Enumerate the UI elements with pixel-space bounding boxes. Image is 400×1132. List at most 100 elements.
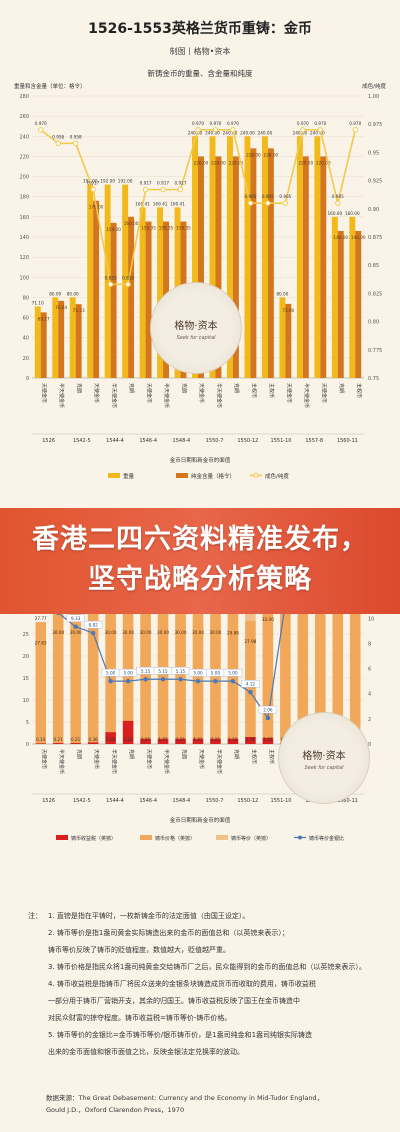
chart1-category-label: 半天使金币 — [215, 383, 222, 408]
chart2-period-label: 1550-12 — [237, 798, 258, 804]
ratio-point — [213, 678, 218, 684]
headline-text: 香港二四六资料精准发布，坚守战略分析策略 — [32, 524, 368, 595]
purity-point — [195, 127, 201, 133]
chart2-legend-swatch — [56, 835, 68, 840]
chart2-category-label: 天使金币 — [146, 749, 153, 769]
gold-value-label: 155.35 — [176, 226, 191, 231]
gold-content-bar — [337, 230, 344, 378]
purity-point — [38, 127, 44, 133]
chart2-legend-swatch — [216, 835, 228, 840]
seigniorage-bar — [227, 738, 239, 744]
ratio-value-label: 8.82 — [88, 623, 98, 628]
purity-point — [317, 127, 324, 133]
chart1-category-label: 半天使金币 — [163, 383, 170, 408]
seigniorage-value-label: 5.25 — [123, 737, 133, 742]
chart1-ytick-right: 0.925 — [368, 179, 382, 185]
chart2-category-label: 主权币 — [268, 749, 275, 764]
weight-bar — [296, 136, 303, 378]
weight-value-label: 240.00 — [223, 130, 238, 135]
weight-bar — [244, 136, 251, 378]
ratio-label-box — [258, 705, 278, 714]
purity-point — [177, 186, 184, 193]
page-title: 1526-1553英格兰货币重铸：金币 — [88, 21, 312, 37]
reference-line: Gould J.D.，Oxford Clarendon Press，1970 — [46, 1106, 185, 1114]
footnote-line: 4. 铸币收益税是指铸币厂将民众送来的金银条块铸造成货币而收取的费用，铸币收益税 — [28, 976, 378, 993]
chart1-ytick-left: 220 — [19, 154, 29, 160]
purity-value-label: 0.970 — [35, 121, 47, 126]
chart2-ytick-left: 15 — [23, 676, 29, 682]
chart1-legend-label: 纯金含量（格令） — [191, 472, 235, 480]
weight-value-label: 240.00 — [188, 130, 203, 135]
weight-value-label: 240.00 — [293, 130, 308, 135]
mint-price-value-label: 30.00 — [122, 630, 134, 635]
ratio-value-label: 9.33 — [71, 616, 81, 621]
chart1-category-label: 半天使金币 — [111, 383, 118, 408]
chart1-category-label: 半天使金币 — [303, 383, 310, 408]
weight-value-label: 71.10 — [32, 300, 44, 305]
weight-bar — [52, 297, 59, 378]
mint-price-bar — [122, 612, 134, 744]
chart1-ytick-right: 0.75 — [368, 376, 379, 382]
mint-price-bar — [227, 612, 239, 744]
gold-content-bar — [145, 221, 152, 378]
purity-point — [72, 140, 79, 147]
chart1-period-label: 1550-12 — [237, 438, 258, 444]
seigniorage-bar — [175, 738, 186, 744]
chart2-category-label: 天使金币 — [198, 749, 205, 769]
chart1-period-label: 1546-4 — [139, 438, 157, 444]
weight-bar — [314, 136, 321, 378]
seigniorage-value-label: 1.21 — [193, 737, 203, 742]
seigniorage-bar — [192, 738, 204, 744]
gold-value-label: 220.00 — [211, 160, 226, 165]
ratio-value-label: 5.00 — [211, 671, 221, 676]
chart1-ytick-left: 280 — [19, 94, 29, 100]
mint-price-value-label: 33.00 — [262, 617, 274, 622]
seigniorage-value-label: 1.58 — [246, 737, 256, 742]
watermark-stamp-1: 格物·资本 Seek for capital — [150, 282, 242, 374]
mint-price-bar — [332, 585, 344, 744]
footnote-text: 5. 铸币等价的金银比=金币铸币等价/银币铸币价，是1盎司纯金和1盎司纯银实际铸… — [48, 1031, 313, 1039]
stamp-subtext: Seek for capital — [176, 335, 216, 341]
chart1-ytick-left: 160 — [19, 215, 29, 221]
chart2-ytick-right: 2 — [368, 717, 371, 723]
chart2-ytick-left: 25 — [23, 632, 29, 638]
chart1-ytick-left: 40 — [23, 336, 29, 342]
seigniorage-bar — [140, 738, 151, 744]
footnote-text: 3. 铸币价格是指民众将1盎司纯黄金交给铸币厂之后，民众能得到的金币的面值总和（… — [48, 963, 366, 971]
chart1-ytick-right: 0.825 — [368, 291, 382, 297]
weight-bar — [192, 136, 198, 378]
chart2-category-label: 半天使金币 — [111, 749, 118, 774]
chart2-period-label: 1551-10 — [271, 798, 292, 804]
ratio-point — [195, 678, 201, 684]
gold-content-bar — [40, 312, 47, 378]
chart2-legend-label: 铸币收益税（英镑） — [71, 835, 116, 842]
chart1-period-label: 1544-4 — [106, 438, 124, 444]
ratio-value-label: 2.06 — [263, 708, 273, 713]
chart2-legend-label: 铸币等价金银比 — [309, 835, 344, 842]
chart2-xlabel: 金币日期和新金币的面值 — [170, 816, 231, 824]
footnote-prefix — [28, 925, 48, 942]
footnote-text: 出来的金币面值和银币面值之比，反映金银法定兑换率的波动。 — [48, 1048, 244, 1056]
chart2-ytick-left: 0 — [26, 742, 29, 748]
seigniorage-value-label: 2.68 — [106, 737, 116, 742]
purity-value-label: 0.905 — [244, 194, 256, 199]
purity-point — [212, 127, 219, 133]
purity-value-label: 0.917 — [157, 181, 169, 186]
chart1-ytick-left: 200 — [19, 175, 29, 181]
chart1-legend-swatch — [176, 473, 188, 478]
chart2-category-label: 天使金币 — [41, 749, 48, 769]
mint-price-value-label: 30.00 — [105, 630, 117, 635]
seigniorage-value-label: 0.21 — [54, 737, 64, 742]
mint-price-value-label: 27.63 — [35, 640, 47, 645]
chart2-period-label: 1550-7 — [206, 798, 224, 804]
weight-value-label: 240.00 — [205, 130, 220, 135]
gold-content-bar — [267, 148, 274, 378]
stamp-text: 格物·资本 — [174, 321, 218, 332]
chart1-category-label: 克朗 — [181, 383, 188, 393]
mint-price-value-label: 29.88 — [227, 631, 239, 636]
mint-price-bar — [70, 612, 81, 744]
chart2-period-label: 1560-11 — [337, 798, 358, 804]
footnote-prefix — [28, 1044, 48, 1061]
